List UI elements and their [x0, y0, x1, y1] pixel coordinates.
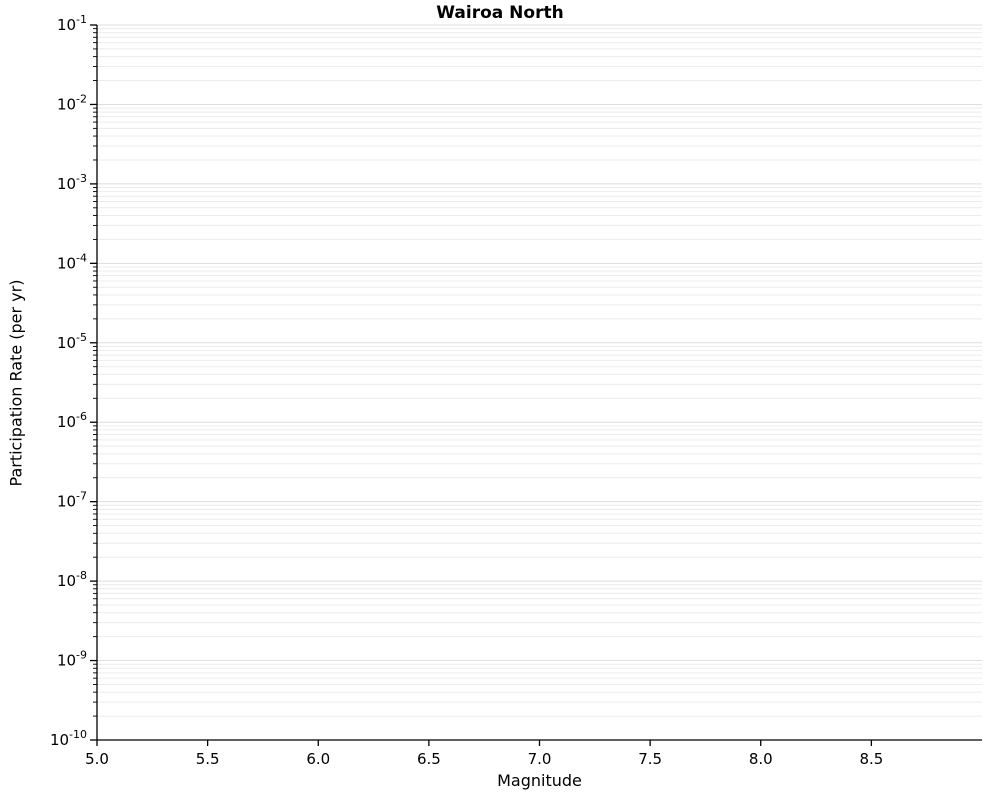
y-tick-label: 10-3: [57, 172, 87, 193]
y-tick-label: 10-7: [57, 490, 87, 511]
x-tick-label: 8.0: [749, 750, 773, 768]
x-tick-label: 5.0: [85, 750, 109, 768]
y-tick-label: 10-10: [50, 728, 87, 749]
y-tick-label: 10-8: [57, 569, 87, 590]
x-tick-label: 6.0: [306, 750, 330, 768]
y-tick-label: 10-6: [57, 410, 87, 431]
x-axis-label: Magnitude: [497, 771, 582, 790]
y-tick-label: 10-4: [57, 251, 87, 272]
y-tick-label: 10-1: [57, 13, 87, 34]
x-tick-label: 7.5: [638, 750, 662, 768]
chart-title: Wairoa North: [436, 3, 564, 23]
y-tick-label: 10-5: [57, 331, 87, 352]
x-tick-label: 8.5: [859, 750, 883, 768]
x-tick-label: 6.5: [417, 750, 441, 768]
x-tick-label: 7.0: [528, 750, 552, 768]
y-tick-label: 10-9: [57, 649, 87, 670]
y-tick-label: 10-2: [57, 92, 87, 113]
x-tick-label: 5.5: [196, 750, 220, 768]
